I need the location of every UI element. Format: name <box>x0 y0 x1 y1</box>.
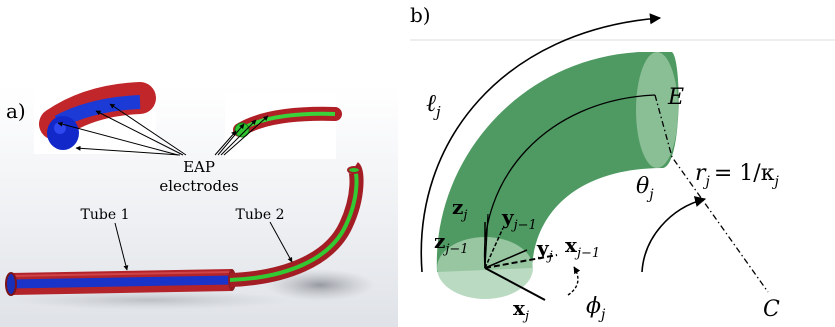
segment-centerline <box>483 94 656 269</box>
inset-tube2-closeup <box>225 93 342 159</box>
x-j-label: xj <box>513 296 529 324</box>
y-j-axis <box>484 249 528 269</box>
tube-shadow <box>265 269 375 301</box>
x-jm1-axis <box>484 254 558 269</box>
theta-label: θj <box>636 174 654 203</box>
x-j-axis <box>484 267 546 301</box>
x-jm1-label: xj−1 <box>565 233 600 261</box>
panel-a-label: a) <box>6 99 26 123</box>
center-point-label: C <box>763 297 780 322</box>
tube-segment-body <box>436 52 679 272</box>
z-jm1-label: zj−1 <box>434 229 469 257</box>
phi-arrow <box>567 266 581 296</box>
y-jm1-label: yj−1 <box>501 205 537 233</box>
radius-line <box>654 94 769 293</box>
arc-length-label: ℓj <box>426 89 441 121</box>
electrodes-label: electrodes <box>159 177 238 195</box>
tube-1 <box>5 269 236 296</box>
theta-arrow <box>641 196 707 273</box>
panel-a: a) EAP electrodes Tube 1 Tube 2 <box>0 82 398 327</box>
arc-length-arrow <box>420 13 662 273</box>
panel-b: b) ℓj E C θj rj = 1/κj ϕj z <box>410 3 835 324</box>
y-jm1-axis <box>484 227 504 269</box>
z-j-axis <box>484 213 489 269</box>
tube-2 <box>229 162 364 287</box>
panel-b-label: b) <box>410 3 431 27</box>
eap-label: EAP <box>183 158 215 176</box>
radius-label: rj = 1/κj <box>695 161 779 190</box>
tube-label-arrows <box>114 221 293 271</box>
z-j-label: zj <box>452 195 467 223</box>
tube-1-end-cap <box>5 272 17 296</box>
end-point-label: E <box>667 85 684 110</box>
segment-end-face <box>636 52 678 168</box>
tube-2-label: Tube 2 <box>236 207 285 223</box>
y-j-label: yj <box>536 236 553 264</box>
phi-label: ϕj <box>586 294 606 323</box>
coordinate-frame <box>484 213 558 301</box>
electrode-callout-lines <box>57 103 269 156</box>
tube-1-label: Tube 1 <box>81 207 130 223</box>
